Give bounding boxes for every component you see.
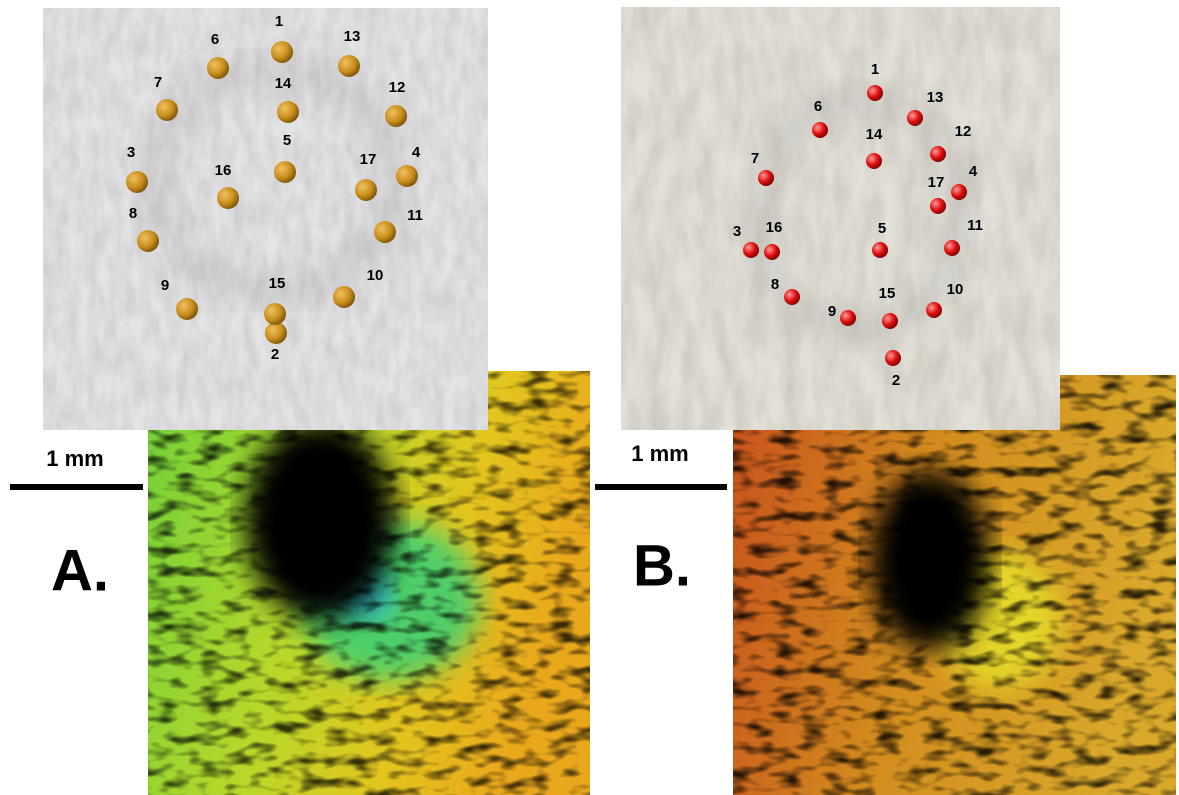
- landmark-dot: [355, 179, 377, 201]
- landmark-dot: [867, 85, 883, 101]
- landmark-dot: [333, 286, 355, 308]
- landmark-dot: [784, 289, 800, 305]
- landmark-dot: [882, 313, 898, 329]
- landmark-dot: [274, 161, 296, 183]
- scale-label: 1 mm: [631, 441, 688, 466]
- landmark-dot: [277, 101, 299, 123]
- landmark-label: 1: [275, 13, 283, 30]
- landmark-dot: [385, 105, 407, 127]
- landmark-dot: [265, 322, 287, 344]
- landmark-label: 15: [879, 285, 896, 302]
- scale-label: 1 mm: [46, 446, 103, 471]
- surface-b: [621, 7, 1060, 430]
- landmark-dot: [207, 57, 229, 79]
- landmark-label: 15: [269, 275, 286, 292]
- landmark-dot: [264, 303, 286, 325]
- landmark-dot: [885, 350, 901, 366]
- landmark-label: 7: [751, 150, 759, 167]
- landmark-label: 8: [129, 205, 137, 222]
- surface-a: [43, 8, 488, 430]
- landmark-label: 3: [127, 144, 135, 161]
- landmark-label: 6: [211, 31, 219, 48]
- landmark-dot: [176, 298, 198, 320]
- landmark-label: 16: [766, 219, 783, 236]
- height-map-b: [733, 375, 1176, 795]
- landmark-label: 2: [892, 372, 900, 389]
- landmark-label: 14: [275, 75, 292, 92]
- landmark-dot: [907, 110, 923, 126]
- landmark-label: 17: [928, 174, 945, 191]
- landmark-dot: [156, 99, 178, 121]
- landmark-dot: [137, 230, 159, 252]
- landmark-label: 11: [967, 217, 983, 234]
- landmark-dot: [217, 187, 239, 209]
- landmark-label: 10: [947, 281, 964, 298]
- height-map-a: [148, 371, 590, 795]
- landmark-label: 4: [412, 144, 421, 161]
- landmark-label: 4: [969, 163, 978, 180]
- landmark-dot: [126, 171, 148, 193]
- landmark-label: 5: [878, 220, 886, 237]
- landmark-label: 1: [871, 61, 879, 78]
- landmark-dot: [743, 242, 759, 258]
- landmark-label: 7: [154, 74, 162, 91]
- panel-label: B.: [633, 533, 691, 598]
- landmark-dot: [951, 184, 967, 200]
- landmark-dot: [812, 122, 828, 138]
- landmark-label: 11: [407, 207, 423, 224]
- landmark-label: 12: [955, 123, 972, 140]
- landmark-label: 9: [828, 303, 836, 320]
- landmark-dot: [840, 310, 856, 326]
- landmark-dot: [374, 221, 396, 243]
- landmark-label: 16: [215, 162, 232, 179]
- landmark-dot: [930, 198, 946, 214]
- panel-label: A.: [51, 538, 109, 603]
- landmark-dot: [866, 153, 882, 169]
- landmark-dot: [271, 41, 293, 63]
- landmark-label: 17: [360, 151, 377, 168]
- landmark-label: 6: [814, 98, 822, 115]
- landmark-label: 5: [283, 132, 291, 149]
- landmark-dot: [758, 170, 774, 186]
- landmark-label: 8: [771, 276, 779, 293]
- landmark-label: 10: [367, 267, 384, 284]
- landmark-dot: [944, 240, 960, 256]
- landmark-label: 9: [161, 277, 169, 294]
- landmark-dot: [764, 244, 780, 260]
- landmark-label: 3: [733, 223, 741, 240]
- landmark-dot: [396, 165, 418, 187]
- landmark-dot: [872, 242, 888, 258]
- landmark-label: 13: [927, 89, 944, 106]
- landmark-label: 14: [866, 126, 883, 143]
- landmark-label: 12: [389, 79, 406, 96]
- landmark-dot: [926, 302, 942, 318]
- landmark-label: 13: [344, 28, 361, 45]
- landmark-label: 2: [271, 346, 279, 363]
- landmark-dot: [930, 146, 946, 162]
- landmark-dot: [338, 55, 360, 77]
